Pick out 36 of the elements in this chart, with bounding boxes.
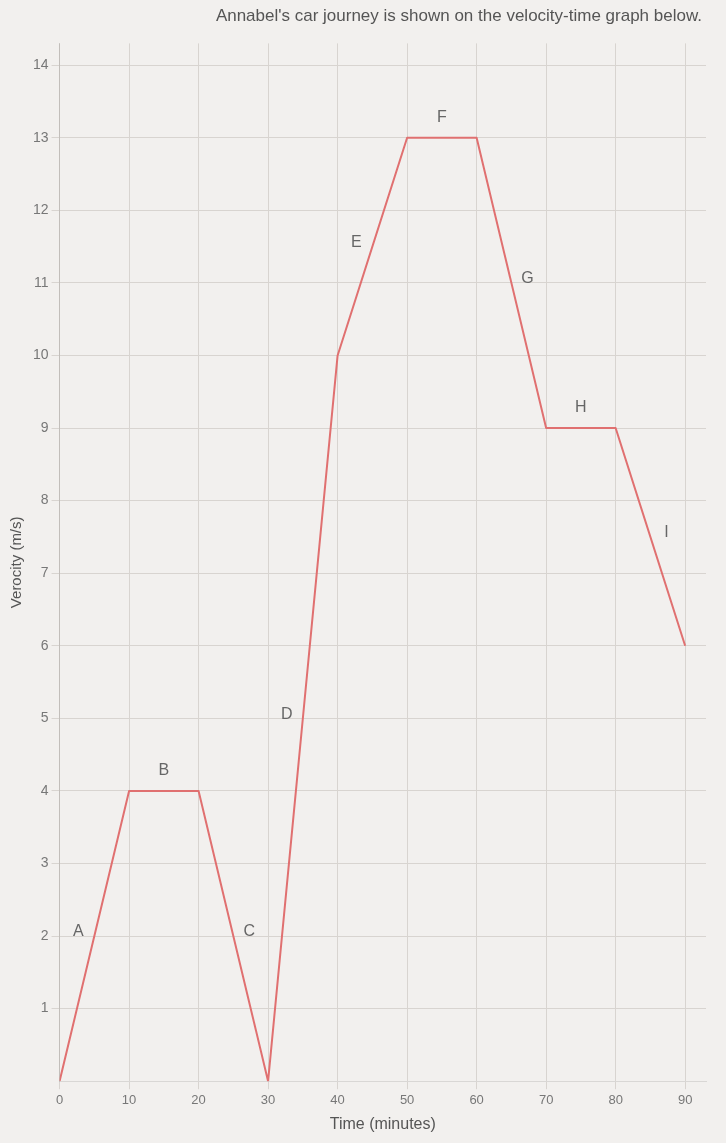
y-tick-label: 6 xyxy=(40,636,49,653)
annotation: A xyxy=(72,922,84,940)
y-axis-title: Verocity (m/s) xyxy=(7,516,25,609)
annotation: F xyxy=(436,108,447,126)
x-tick-label: 80 xyxy=(608,1091,623,1107)
x-tick-label: 0 xyxy=(55,1091,64,1107)
y-tick-label: 3 xyxy=(40,854,49,871)
y-tick-label: 13 xyxy=(32,128,49,145)
y-tick-label: 4 xyxy=(40,781,49,798)
chart-title: Annabel's car journey is shown on the velocity-time graph below. xyxy=(214,5,703,27)
annotation: C xyxy=(243,922,256,940)
y-tick-label: 14 xyxy=(32,56,49,73)
x-tick-label: 30 xyxy=(260,1091,276,1107)
annotation: H xyxy=(575,398,587,416)
y-tick-label: 7 xyxy=(40,564,49,581)
y-tick-label: 8 xyxy=(40,491,49,508)
y-tick-label: 1 xyxy=(40,999,49,1016)
y-tick-label: 11 xyxy=(34,273,49,290)
y-tick-label: 12 xyxy=(32,201,49,218)
x-tick-label: 40 xyxy=(330,1091,345,1107)
annotation: D xyxy=(281,704,293,722)
annotation: B xyxy=(158,761,170,779)
y-tick-label: 5 xyxy=(40,709,49,726)
y-tick-label: 10 xyxy=(32,346,49,363)
x-tick-label: 10 xyxy=(121,1091,137,1107)
y-tick-label: 2 xyxy=(40,926,49,943)
x-tick-label: 20 xyxy=(191,1091,206,1107)
annotation: E xyxy=(351,233,362,251)
annotation: I xyxy=(664,523,669,541)
x-tick-label: 90 xyxy=(677,1091,693,1107)
annotation: G xyxy=(521,269,534,287)
x-axis-title: Time (minutes) xyxy=(329,1114,436,1132)
x-tick-label: 70 xyxy=(538,1091,554,1107)
y-tick-label: 9 xyxy=(40,418,49,435)
x-tick-label: 60 xyxy=(469,1091,484,1107)
x-tick-label: 50 xyxy=(399,1091,415,1107)
